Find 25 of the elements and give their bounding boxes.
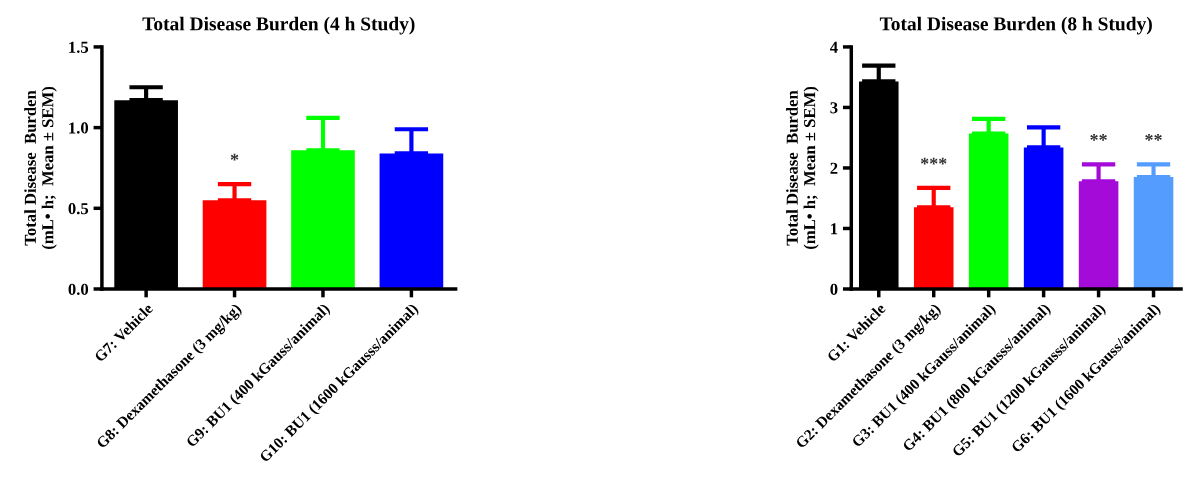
y-tick-label: 2: [830, 162, 838, 174]
y-tick-label: 3: [830, 102, 838, 114]
bar: [1023, 147, 1064, 289]
y-tick-label: 1.5: [69, 41, 89, 53]
data-label: *: [230, 153, 239, 161]
data-label: ***: [920, 157, 947, 165]
bar: [1078, 181, 1119, 289]
bar: [913, 207, 954, 289]
bar: [1133, 177, 1174, 289]
chart-title: Total Disease Burden (8 h Study): [879, 16, 1152, 35]
data-label: **: [1090, 134, 1107, 141]
y-tick-label: 4: [829, 41, 838, 53]
chart-title: Total Disease Burden (4 h Study): [142, 16, 415, 35]
y-axis-title: Total Disease Burden (mL• h; Mean ± SEM): [786, 86, 819, 250]
y-tick-label: 0: [830, 283, 838, 295]
y-tick-label: 1.0: [69, 122, 89, 134]
y-tick-label: 1: [831, 223, 838, 235]
bar: [202, 200, 267, 289]
bar: [379, 153, 444, 289]
y-axis-title: Total Disease Burden (mL• h; Mean ± SEM): [24, 86, 57, 250]
y-tick-label: 0.5: [68, 203, 89, 215]
bar: [291, 150, 355, 289]
y-tick-label: 0.0: [68, 283, 89, 296]
bar: [968, 133, 1009, 289]
data-label: **: [1145, 134, 1162, 141]
